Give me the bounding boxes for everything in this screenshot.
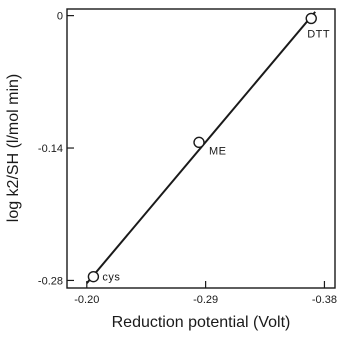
y-axis-label: log k2/SH (l/mol min) <box>5 74 22 222</box>
data-point-dtt <box>305 12 317 25</box>
x-tick-label-0: -0.20 <box>74 294 99 306</box>
point-label-cys: cys <box>102 272 120 284</box>
y-tick-label-1: -0.14 <box>38 143 63 155</box>
point-label-dtt: DTT <box>307 28 330 40</box>
x-tick-label-1: -0.29 <box>193 294 218 306</box>
y-tick-label-2: -0.28 <box>38 275 63 287</box>
data-point-me <box>193 136 205 149</box>
x-tick-label-2: -0.38 <box>312 294 337 306</box>
y-tick-label-0: 0 <box>57 11 63 23</box>
point-label-me: ME <box>209 145 227 157</box>
x-axis-label: Reduction potential (Volt) <box>112 314 291 331</box>
data-point-cys <box>87 270 100 283</box>
